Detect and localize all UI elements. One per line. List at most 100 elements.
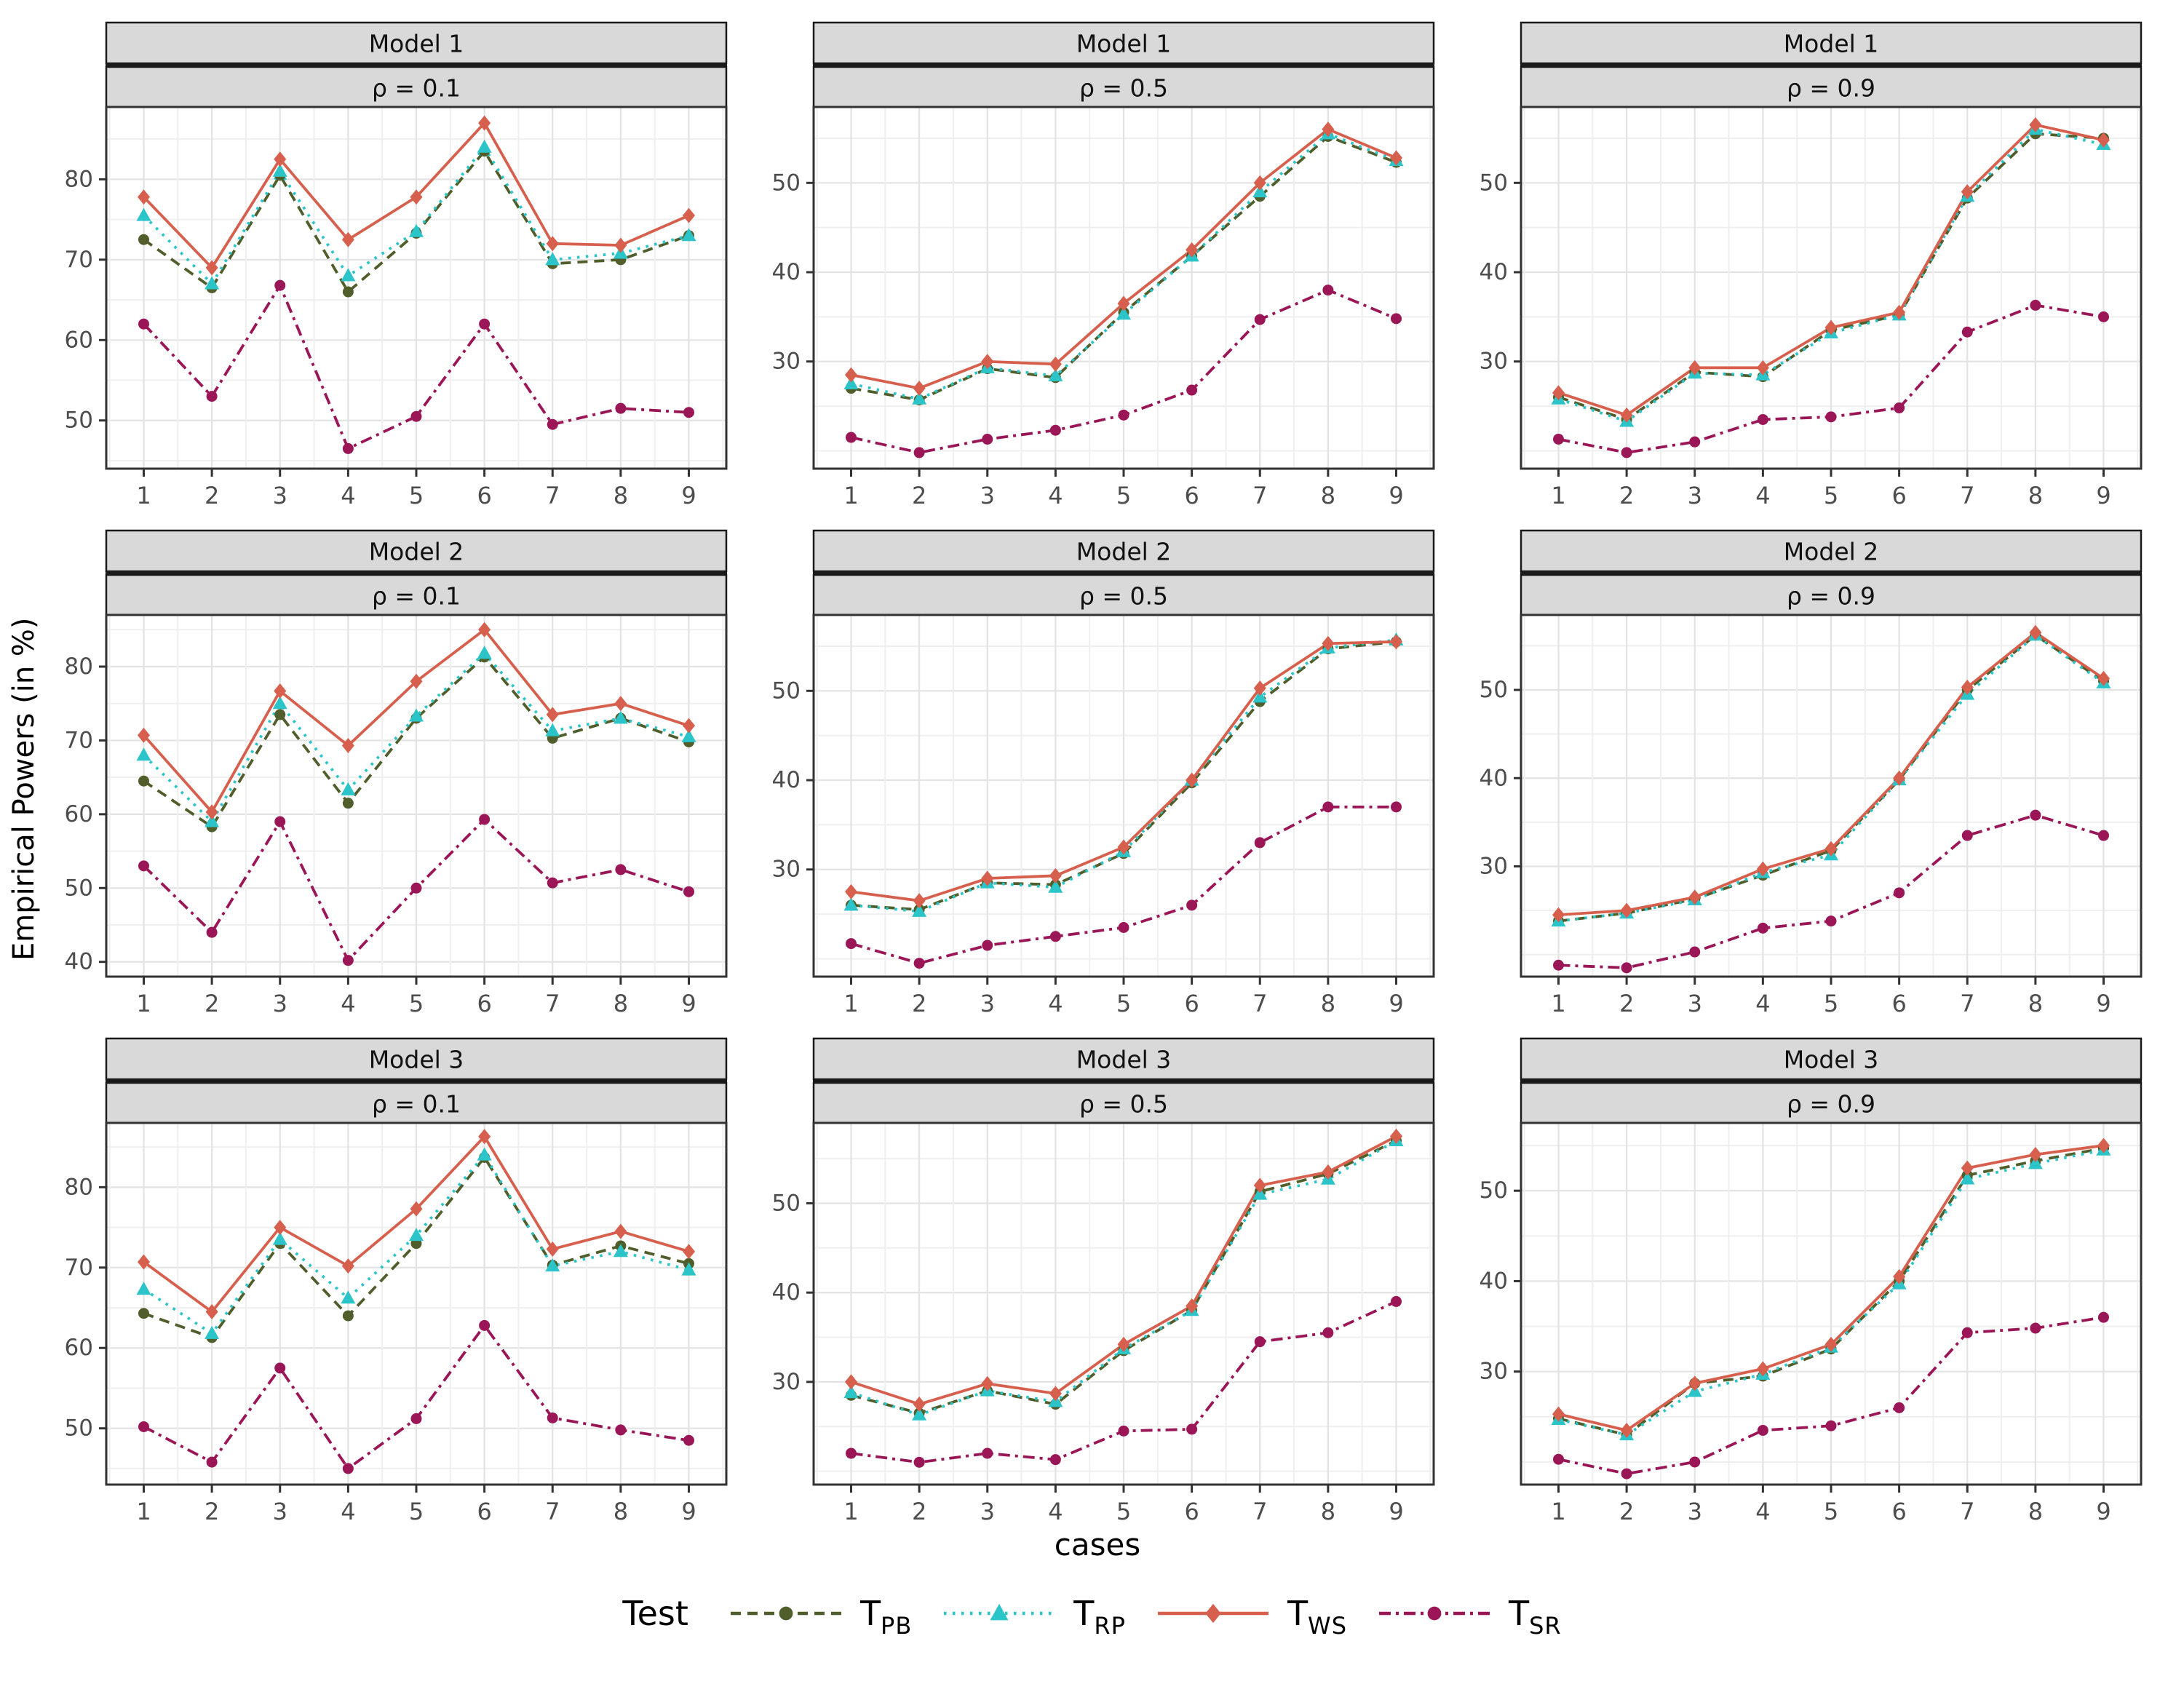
x-axis-tick-label: 5 <box>1824 990 1838 1014</box>
x-axis-tick-label: 5 <box>409 1498 424 1522</box>
facet-strip-model-label: Model 1 <box>1076 30 1172 58</box>
x-axis-tick-label: 6 <box>477 990 491 1014</box>
series-tpb-line <box>143 655 690 829</box>
marker-triangle <box>1252 184 1268 198</box>
x-axis-tick-label: 9 <box>1389 1498 1403 1522</box>
x-axis-tick-label: 9 <box>1389 990 1403 1014</box>
series-tws-markers <box>1552 624 2110 923</box>
x-axis-tick-label: 8 <box>2028 1498 2043 1522</box>
marker-triangle <box>912 903 927 917</box>
y-axis: 30 40 50 <box>772 678 814 883</box>
marker-circle <box>1689 1456 1701 1468</box>
marker-diamond <box>205 260 218 276</box>
x-axis: 1 2 3 4 5 6 7 8 9 <box>1551 469 2111 509</box>
y-axis-tick-label: 50 <box>65 408 93 434</box>
marker-diamond <box>1893 770 1906 786</box>
facet-strip-rho-label: ρ = 0.9 <box>1787 74 1875 103</box>
legend-item-tpb: TPB <box>728 1594 912 1640</box>
series-tsr-markers <box>845 801 1402 969</box>
series-tsr-markers <box>138 1319 695 1474</box>
marker-diamond <box>1620 407 1633 423</box>
marker-circle <box>138 1308 149 1319</box>
marker-circle <box>913 447 925 458</box>
marker-diamond <box>1253 175 1266 191</box>
x-axis-tick-label: 3 <box>273 990 287 1014</box>
facet-strip-rho <box>812 1081 1435 1125</box>
x-axis-tick-label: 8 <box>613 482 628 507</box>
marker-diamond <box>981 354 994 370</box>
legend-label-main: T <box>1509 1594 1530 1633</box>
marker-diamond <box>2097 132 2110 148</box>
marker-circle <box>1186 384 1198 396</box>
marker-circle <box>1254 314 1266 325</box>
x-axis: 1 2 3 4 5 6 7 8 9 <box>1551 1485 2111 1525</box>
y-axis-tick-label: 50 <box>1480 170 1508 196</box>
x-axis-tick-label: 1 <box>1551 482 1565 507</box>
marker-triangle <box>204 814 220 827</box>
x-axis-tick-label: 6 <box>1184 482 1199 507</box>
marker-circle <box>1049 931 1061 942</box>
marker-circle <box>274 279 286 291</box>
facet-strip-model <box>105 529 728 573</box>
marker-circle <box>845 938 857 950</box>
x-axis-tick-label: 8 <box>1321 990 1335 1014</box>
marker-diamond <box>1620 1422 1633 1438</box>
panel-chart: Model 2 ρ = 0.9 30 40 50 1 2 3 4 5 6 7 8 9 <box>1480 529 2143 1017</box>
legend-item-label: TPB <box>860 1594 912 1640</box>
y-axis-tick-label: 50 <box>65 875 93 901</box>
marker-diamond <box>1893 1268 1906 1284</box>
x-axis-tick-label: 4 <box>1755 1498 1770 1522</box>
facet-strip-rho-label: ρ = 0.5 <box>1079 74 1168 103</box>
x-axis: 1 2 3 4 5 6 7 8 9 <box>136 1485 696 1525</box>
series-tsr-markers <box>1552 809 2110 974</box>
x-axis-tick-label: 5 <box>1116 990 1131 1014</box>
marker-diamond <box>274 683 287 699</box>
marker-diamond <box>2029 1146 2042 1162</box>
marker-diamond <box>1961 1160 1974 1176</box>
marker-circle <box>410 882 422 894</box>
marker-circle <box>683 886 695 897</box>
marker-circle <box>1689 436 1701 448</box>
marker-diamond <box>1688 1375 1701 1391</box>
marker-triangle <box>843 897 859 911</box>
marker-diamond <box>683 207 696 223</box>
marker-circle <box>342 1310 354 1322</box>
x-axis-tick-label: 8 <box>613 990 628 1014</box>
marker-diamond <box>1552 907 1565 923</box>
marker-triangle <box>681 728 696 742</box>
marker-triangle <box>272 696 287 710</box>
marker-circle <box>2030 809 2041 821</box>
marker-circle <box>2030 299 2041 311</box>
panel-chart: Model 1 ρ = 0.5 30 40 50 1 2 3 4 5 6 7 8 9 <box>772 21 1435 509</box>
marker-circle <box>1621 1468 1632 1479</box>
facet-strip-rho-label: ρ = 0.5 <box>1079 1090 1168 1119</box>
marker-circle <box>1049 424 1061 436</box>
facet-strip-model-label: Model 2 <box>1076 538 1172 566</box>
marker-triangle <box>545 252 560 266</box>
facet-panel: Model 1 ρ = 0.1 50 60 70 80 1 2 3 4 5 6 7 8 9 <box>48 20 732 509</box>
marker-diamond <box>137 727 150 743</box>
marker-circle <box>683 1434 695 1446</box>
marker-circle <box>206 1456 218 1468</box>
marker-diamond <box>1117 1336 1130 1352</box>
marker-triangle <box>409 223 424 237</box>
x-axis-tick-label: 9 <box>1389 482 1403 507</box>
marker-diamond <box>981 1375 994 1391</box>
series-tsr-markers <box>1552 1311 2110 1479</box>
x-axis-tick-label: 8 <box>613 1498 628 1522</box>
facet-strip-rho <box>105 65 728 109</box>
marker-triangle <box>204 276 220 290</box>
facet-strip-model <box>1520 529 2143 573</box>
y-axis-tick-label: 30 <box>772 857 801 883</box>
x-axis: 1 2 3 4 5 6 7 8 9 <box>843 1485 1404 1525</box>
x-axis-tick-label: 5 <box>1116 1498 1131 1522</box>
marker-triangle <box>1252 1186 1268 1200</box>
x-axis-tick-label: 3 <box>1688 990 1702 1014</box>
y-axis-tick-label: 40 <box>65 949 93 975</box>
panel-border <box>105 1121 728 1486</box>
marker-circle <box>982 1447 993 1459</box>
marker-circle <box>479 814 491 825</box>
y-axis-tick-label: 50 <box>772 1190 801 1216</box>
marker-diamond <box>410 189 423 205</box>
x-axis-tick-label: 4 <box>341 990 355 1014</box>
